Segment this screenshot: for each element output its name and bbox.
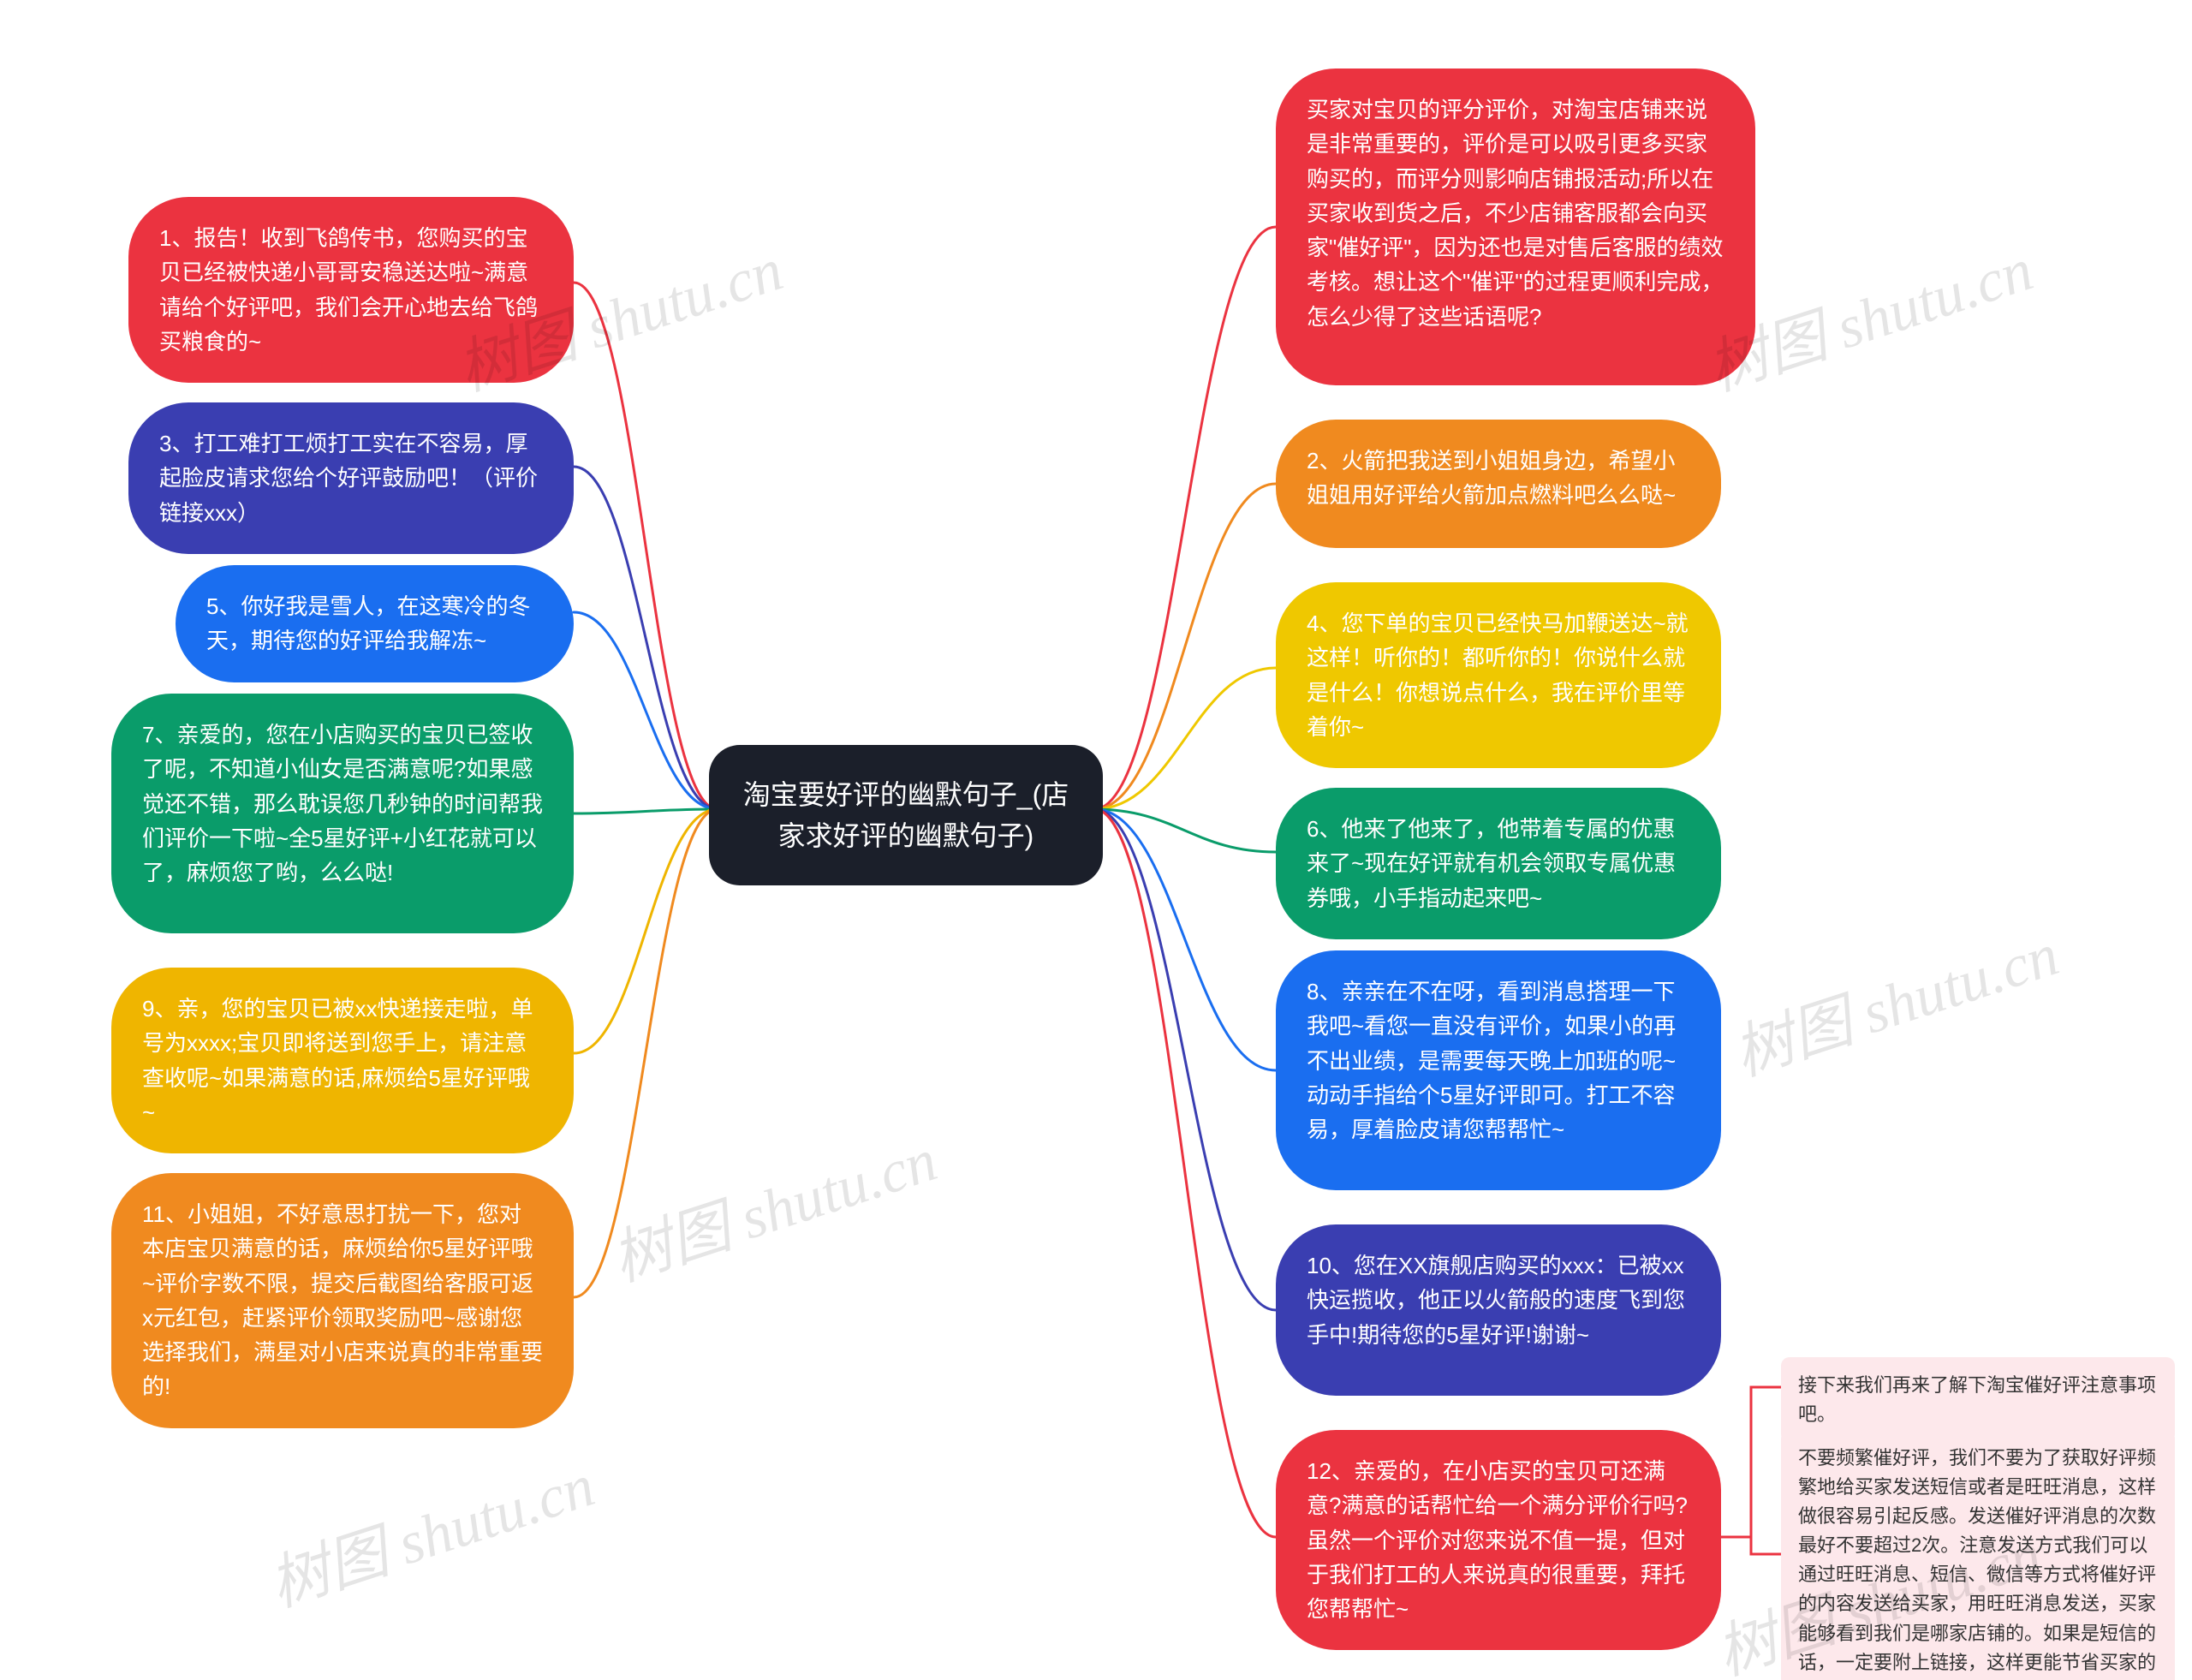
subnote-2: 不要频繁催好评，我们不要为了获取好评频繁地给买家发送短信或者是旺旺消息，这样做很… bbox=[1781, 1430, 2175, 1680]
node-right-12: 12、亲爱的，在小店买的宝贝可还满意?满意的话帮忙给一个满分评价行吗?虽然一个评… bbox=[1276, 1430, 1721, 1650]
node-right-6: 6、他来了他来了，他带着专属的优惠来了~现在好评就有机会领取专属优惠券哦，小手指… bbox=[1276, 788, 1721, 939]
center-node: 淘宝要好评的幽默句子_(店家求好评的幽默句子) bbox=[709, 745, 1103, 885]
node-left-5: 5、你好我是雪人，在这寒冷的冬天，期待您的好评给我解冻~ bbox=[176, 565, 574, 682]
node-right-10: 10、您在XX旗舰店购买的xxx：已被xx快运揽收，他正以火箭般的速度飞到您手中… bbox=[1276, 1224, 1721, 1396]
node-left-3: 3、打工难打工烦打工实在不容易，厚起脸皮请求您给个好评鼓励吧！（评价链接xxx） bbox=[128, 402, 574, 554]
watermark: 树图 shutu.cn bbox=[1721, 907, 2068, 1093]
node-left-11: 11、小姐姐，不好意思打扰一下，您对本店宝贝满意的话，麻烦给你5星好评哦~评价字… bbox=[111, 1173, 574, 1428]
watermark: 树图 shutu.cn bbox=[599, 1112, 946, 1298]
node-left-7: 7、亲爱的，您在小店购买的宝贝已签收了呢，不知道小仙女是否满意呢?如果感觉还不错… bbox=[111, 694, 574, 933]
node-left-9: 9、亲，您的宝贝已被xx快递接走啦，单号为xxxx;宝贝即将送到您手上，请注意查… bbox=[111, 968, 574, 1153]
mindmap-canvas: 淘宝要好评的幽默句子_(店家求好评的幽默句子) 1、报告！收到飞鸽传书，您购买的… bbox=[0, 0, 2192, 1680]
node-right-8: 8、亲亲在不在呀，看到消息搭理一下我吧~看您一直没有评价，如果小的再不出业绩，是… bbox=[1276, 950, 1721, 1190]
node-left-1: 1、报告！收到飞鸽传书，您购买的宝贝已经被快递小哥哥安稳送达啦~满意请给个好评吧… bbox=[128, 197, 574, 383]
node-right-0: 买家对宝贝的评分评价，对淘宝店铺来说是非常重要的，评价是可以吸引更多买家购买的，… bbox=[1276, 69, 1755, 385]
node-right-4: 4、您下单的宝贝已经快马加鞭送达~就这样！听你的！都听你的！你说什么就是什么！你… bbox=[1276, 582, 1721, 768]
watermark: 树图 shutu.cn bbox=[257, 1438, 604, 1623]
node-right-2: 2、火箭把我送到小姐姐身边，希望小姐姐用好评给火箭加点燃料吧么么哒~ bbox=[1276, 420, 1721, 548]
